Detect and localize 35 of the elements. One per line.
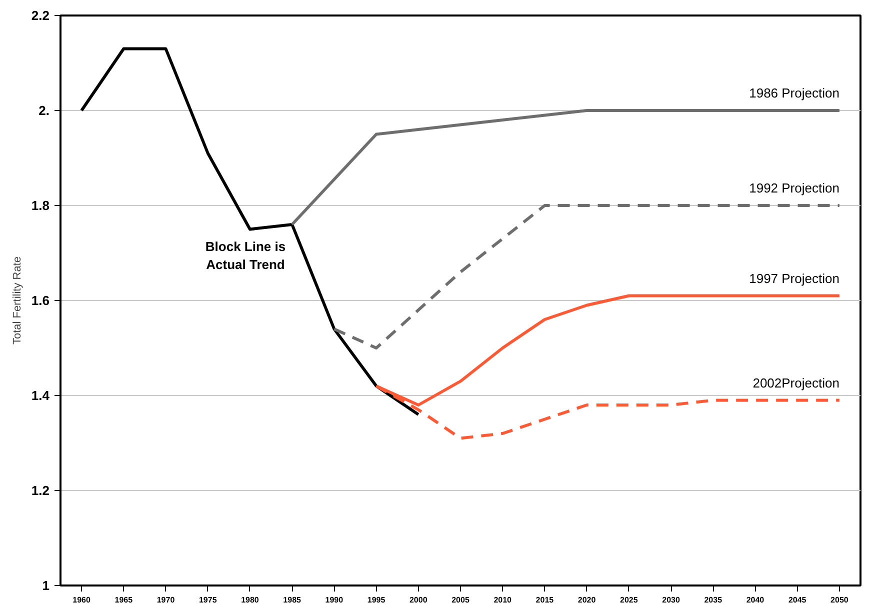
y-tick-label: 2.2 xyxy=(31,8,50,23)
x-tick-label: 1995 xyxy=(367,596,386,604)
x-tick-label: 2050 xyxy=(830,596,849,604)
x-tick-label: 1980 xyxy=(241,596,260,604)
y-tick-label: 2. xyxy=(38,103,50,118)
series-label: 1992 Projection xyxy=(749,180,840,196)
line-series xyxy=(80,47,420,416)
x-tick-label: 2040 xyxy=(746,596,765,604)
x-tick-label: 2025 xyxy=(620,596,638,604)
line-series xyxy=(290,109,841,226)
series-label: 2002Projection xyxy=(752,375,840,390)
y-tick-label: 1 xyxy=(42,578,50,593)
x-tick-label: 1965 xyxy=(114,596,134,604)
x-tick-label: 1970 xyxy=(156,596,176,604)
x-tick-label: 2030 xyxy=(662,596,680,604)
y-tick-label: 1.6 xyxy=(31,293,50,308)
x-tick-label: 2020 xyxy=(578,596,596,604)
x-tick-label: 2000 xyxy=(409,596,428,604)
x-tick-label: 2015 xyxy=(536,596,554,604)
y-tick-label: 1.4 xyxy=(31,388,50,403)
x-tick-label: 2035 xyxy=(704,596,723,604)
x-tick-label: 2045 xyxy=(788,596,807,604)
x-tick-label: 1975 xyxy=(198,596,218,604)
line-series xyxy=(332,204,841,350)
y-tick-label: 1.2 xyxy=(31,483,50,498)
annotation: Block Line is Actual Trend xyxy=(205,239,286,272)
x-tick-label: 1985 xyxy=(283,596,302,604)
series-label: 1997 Projection xyxy=(749,270,840,286)
series-label: 1986 Projection xyxy=(749,86,840,100)
y-tick-label: 1.8 xyxy=(31,198,50,213)
x-tick-label: 2010 xyxy=(494,596,512,604)
x-tick-label: 1960 xyxy=(72,596,91,604)
y-axis-title: Total Fertility Rate xyxy=(11,256,24,345)
x-tick-label: 1990 xyxy=(325,596,344,604)
x-tick-label: 2005 xyxy=(452,596,470,604)
